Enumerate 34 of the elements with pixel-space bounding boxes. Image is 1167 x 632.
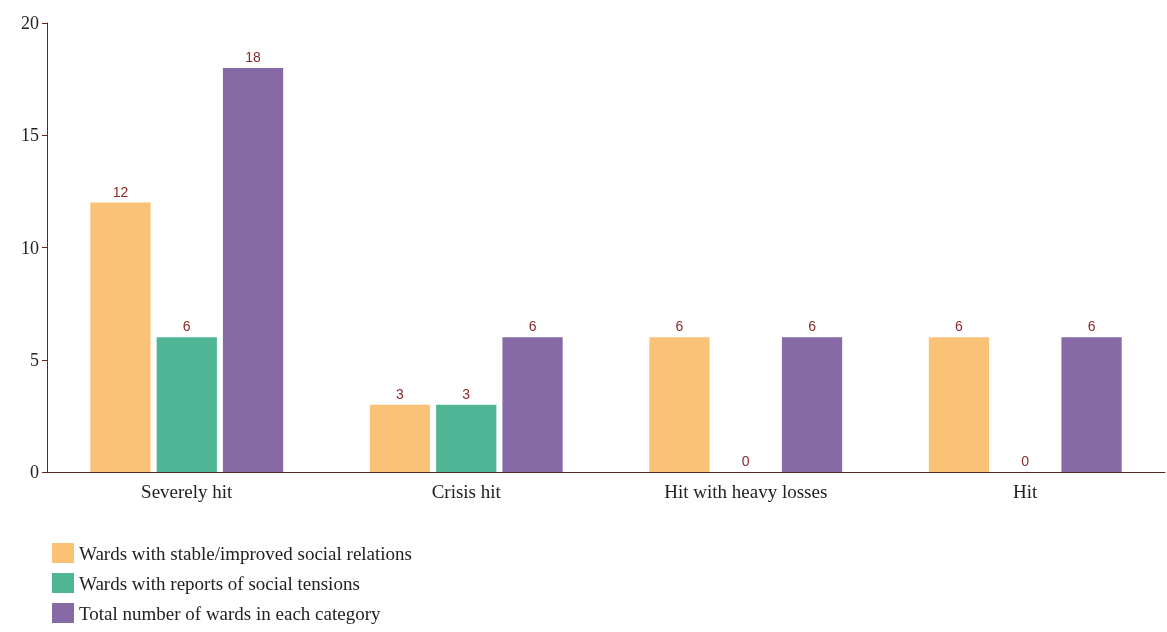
x-tick-label: Crisis hit xyxy=(431,481,502,502)
bar xyxy=(156,337,217,472)
data-label: 6 xyxy=(675,318,684,335)
data-label: 18 xyxy=(245,48,262,65)
y-tick-label: 5 xyxy=(30,349,39,370)
bar xyxy=(781,337,843,472)
y-tick-label: 0 xyxy=(30,462,39,482)
legend-label: Wards with stable/improved social relations xyxy=(79,542,413,564)
bar xyxy=(90,202,151,472)
bar xyxy=(928,337,990,472)
data-label: 3 xyxy=(462,385,471,402)
x-tick-label: Hit xyxy=(1013,481,1039,502)
bar xyxy=(222,67,284,472)
x-tick-label: Severely hit xyxy=(141,481,234,502)
bar xyxy=(649,337,710,472)
data-label: 12 xyxy=(112,183,129,200)
data-label: 0 xyxy=(741,453,750,469)
bar xyxy=(369,404,431,472)
data-label: 6 xyxy=(1087,318,1096,335)
legend-label: Total number of wards in each category xyxy=(79,602,381,624)
y-tick-label: 15 xyxy=(21,125,39,146)
data-label: 6 xyxy=(182,318,191,335)
bar xyxy=(502,337,563,472)
y-tick-label: 10 xyxy=(21,237,39,258)
data-label: 0 xyxy=(1021,453,1030,469)
bar xyxy=(436,404,497,472)
legend-label: Wards with reports of social tensions xyxy=(79,572,360,594)
data-label: 6 xyxy=(808,318,817,335)
x-tick-label: Hit with heavy losses xyxy=(664,481,828,502)
data-label: 6 xyxy=(528,318,537,335)
y-tick-label: 20 xyxy=(21,13,39,33)
data-label: 3 xyxy=(396,385,405,402)
bar xyxy=(1061,337,1122,472)
data-label: 6 xyxy=(955,318,964,335)
